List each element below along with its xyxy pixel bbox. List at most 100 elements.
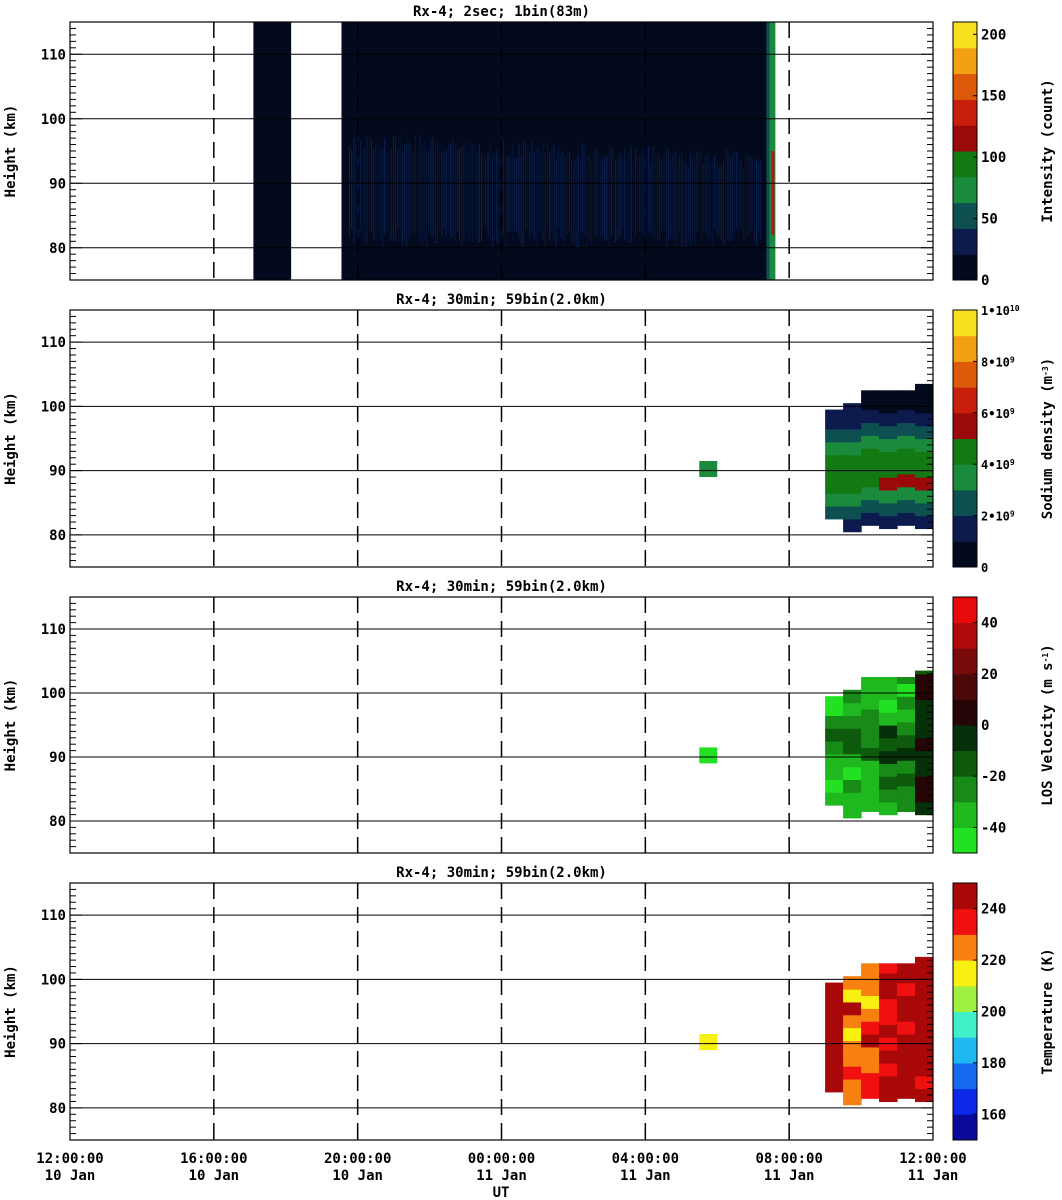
data-cell bbox=[843, 505, 862, 520]
data-cell bbox=[915, 425, 933, 440]
y-tick-label: 100 bbox=[41, 972, 66, 988]
data-cell bbox=[933, 480, 952, 493]
data-cell-isolated bbox=[699, 747, 718, 764]
data-cell bbox=[1005, 435, 1024, 448]
colorbar-swatch bbox=[953, 827, 977, 854]
colorbar-tick-label: 220 bbox=[981, 953, 1006, 969]
data-cell bbox=[825, 454, 844, 469]
data-cell bbox=[897, 683, 916, 697]
colorbar-swatch bbox=[953, 99, 977, 126]
y-tick-label: 110 bbox=[41, 335, 66, 351]
intensity-block bbox=[253, 22, 292, 280]
data-cell bbox=[843, 976, 862, 990]
colorbar-tick-label: -40 bbox=[981, 820, 1006, 836]
data-cell bbox=[933, 690, 952, 703]
data-cell bbox=[1005, 1098, 1024, 1111]
data-cell bbox=[861, 798, 880, 812]
data-cell bbox=[897, 1059, 916, 1074]
data-cell bbox=[861, 486, 880, 501]
data-cell bbox=[861, 734, 880, 748]
data-cell bbox=[825, 480, 844, 494]
y-tick-label: 80 bbox=[49, 814, 66, 830]
data-cell bbox=[825, 467, 844, 481]
data-cell bbox=[897, 734, 916, 748]
data-cell bbox=[825, 696, 844, 704]
colorbar-tick-label: 0 bbox=[981, 561, 988, 575]
data-cell bbox=[933, 728, 952, 741]
data-cell bbox=[1023, 954, 1042, 967]
data-cell bbox=[933, 1002, 952, 1015]
y-tick-label: 80 bbox=[49, 528, 66, 544]
data-cell bbox=[897, 460, 916, 475]
data-cell bbox=[879, 725, 898, 739]
data-cell bbox=[861, 760, 880, 774]
data-cell bbox=[987, 1024, 1006, 1037]
data-cell bbox=[825, 409, 844, 417]
y-tick-label: 90 bbox=[49, 750, 66, 766]
data-cell bbox=[933, 1092, 952, 1105]
data-cell bbox=[897, 1072, 916, 1086]
colorbar-tick-label: 200 bbox=[981, 27, 1006, 43]
y-axis-label: Height (km) bbox=[3, 965, 19, 1058]
data-cell bbox=[1023, 483, 1042, 496]
data-cell bbox=[879, 763, 898, 777]
data-cell bbox=[897, 721, 916, 736]
data-cell bbox=[843, 518, 862, 533]
data-cell bbox=[915, 670, 933, 675]
data-cell bbox=[1023, 1056, 1042, 1069]
colorbar-swatch bbox=[953, 934, 977, 961]
colorbar-swatch bbox=[953, 387, 977, 414]
data-cell bbox=[1041, 1082, 1060, 1095]
data-cell bbox=[1005, 722, 1024, 735]
data-cell bbox=[897, 1033, 916, 1048]
data-cell bbox=[825, 753, 844, 768]
colorbar-label: Sodium density (m-3) bbox=[1040, 358, 1056, 519]
data-cell bbox=[897, 486, 916, 501]
data-cell bbox=[1005, 1085, 1024, 1098]
x-tick-label-time: 08:00:00 bbox=[755, 1151, 822, 1167]
data-cell bbox=[915, 1075, 933, 1090]
data-cell bbox=[879, 699, 898, 713]
data-cell bbox=[861, 1033, 880, 1048]
colorbar-label: Temperature (K) bbox=[1040, 948, 1056, 1074]
data-cell bbox=[861, 709, 880, 723]
y-tick-label: 110 bbox=[41, 908, 66, 924]
data-cell bbox=[987, 387, 1006, 400]
data-cell bbox=[933, 960, 952, 964]
data-cell bbox=[1023, 1069, 1042, 1082]
data-cell bbox=[1005, 799, 1024, 812]
y-tick-label: 100 bbox=[41, 112, 66, 128]
data-cell bbox=[915, 725, 933, 739]
y-axis-label: Height (km) bbox=[3, 679, 19, 772]
plot-area bbox=[253, 22, 776, 280]
data-cell bbox=[897, 1008, 916, 1022]
data-cell bbox=[915, 412, 933, 427]
data-cell bbox=[987, 1089, 1006, 1102]
data-cell bbox=[861, 1072, 880, 1086]
data-cell bbox=[933, 403, 952, 416]
data-cell bbox=[915, 1050, 933, 1064]
data-cell bbox=[843, 1066, 862, 1080]
data-cell bbox=[933, 416, 952, 429]
panel-3: 80 90 100 110 Height (km) Rx-4; 30min; 59bin(… bbox=[3, 579, 1056, 854]
data-cell bbox=[861, 995, 880, 1009]
data-cell bbox=[1005, 747, 1024, 760]
data-cell bbox=[825, 792, 844, 806]
y-axis-label: Height (km) bbox=[3, 392, 19, 485]
data-cell bbox=[1005, 947, 1024, 957]
y-tick-label: 110 bbox=[41, 47, 66, 63]
data-cell bbox=[843, 441, 862, 456]
data-cell bbox=[861, 396, 880, 411]
data-cell bbox=[1005, 1047, 1024, 1060]
data-cell bbox=[861, 1046, 880, 1061]
data-cell bbox=[879, 451, 898, 465]
data-cell bbox=[987, 439, 1006, 452]
colorbar-swatch bbox=[953, 254, 977, 281]
data-cell bbox=[897, 785, 916, 800]
data-cell bbox=[933, 741, 952, 754]
colorbar-tick-label: -20 bbox=[981, 769, 1006, 785]
colorbar-swatch bbox=[953, 1114, 977, 1141]
data-cell bbox=[1023, 757, 1042, 770]
data-cell bbox=[1023, 808, 1042, 821]
colorbar-tick-label: 4•109 bbox=[981, 458, 1015, 473]
